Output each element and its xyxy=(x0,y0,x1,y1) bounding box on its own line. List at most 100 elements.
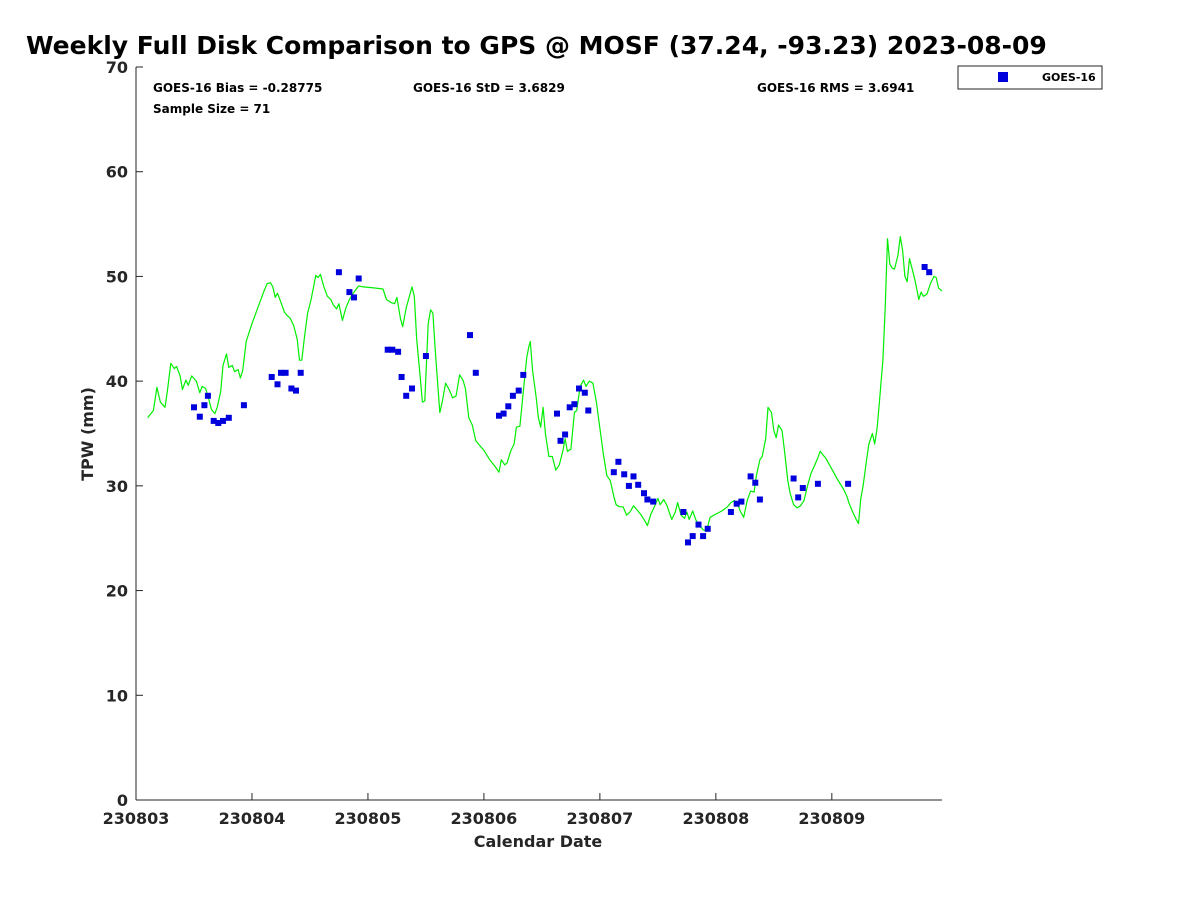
y-tick-label: 30 xyxy=(106,477,128,496)
goes-16-point xyxy=(225,414,232,421)
goes-16-point xyxy=(625,482,632,489)
goes-16-point xyxy=(191,404,197,411)
goes-16-point xyxy=(641,490,647,497)
goes-16-point xyxy=(505,403,512,410)
goes-16-point xyxy=(472,369,479,376)
goes-16-point xyxy=(733,500,740,507)
legend: GOES-16 xyxy=(957,65,1103,90)
goes-16-point xyxy=(403,392,410,399)
stat-std: GOES-16 StD = 3.6829 xyxy=(413,81,565,95)
goes-16-point xyxy=(395,348,402,355)
goes-16-point xyxy=(644,496,651,503)
y-tick-label: 50 xyxy=(106,267,128,286)
goes-16-point xyxy=(630,473,637,480)
x-tick-label: 230807 xyxy=(566,809,633,828)
goes-points-layer xyxy=(191,264,933,546)
legend-box xyxy=(957,65,1103,90)
goes-16-point xyxy=(210,417,217,424)
goes-16-point xyxy=(752,479,759,486)
x-tick-label: 230805 xyxy=(335,809,402,828)
goes-16-point xyxy=(756,496,763,503)
x-tick-label: 230809 xyxy=(798,809,865,828)
goes-16-point xyxy=(581,389,588,396)
goes-16-point xyxy=(282,369,289,376)
goes-16-point xyxy=(695,521,702,528)
goes-16-point xyxy=(201,402,208,409)
goes-16-point xyxy=(467,332,473,339)
goes-16-point xyxy=(554,410,560,417)
goes-16-point xyxy=(288,385,295,392)
y-tick-label: 10 xyxy=(106,686,128,705)
goes-16-point xyxy=(845,480,852,487)
goes-16-point xyxy=(204,392,211,399)
goes-16-point xyxy=(409,385,415,392)
x-tick-label: 230804 xyxy=(219,809,286,828)
goes-16-point xyxy=(585,407,592,414)
y-tick-label: 40 xyxy=(106,372,128,391)
goes-16-point xyxy=(566,404,573,411)
goes-16-point xyxy=(562,431,569,438)
goes-16-point xyxy=(799,485,806,491)
goes-16-point xyxy=(635,481,642,488)
goes-16-point xyxy=(297,369,304,376)
goes-16-point xyxy=(196,413,203,420)
x-tick-label: 230808 xyxy=(682,809,749,828)
goes-16-point xyxy=(790,475,797,482)
goes-16-point xyxy=(814,480,821,487)
goes-16-point xyxy=(615,458,622,465)
stat-sample-size: Sample Size = 71 xyxy=(153,102,270,116)
stat-bias: GOES-16 Bias = -0.28775 xyxy=(153,81,322,95)
y-axis-label: TPW (mm) xyxy=(78,387,97,481)
y-tick-label: 60 xyxy=(106,163,128,182)
goes-16-point xyxy=(274,381,281,388)
gps-series-line xyxy=(147,236,943,532)
goes-16-point xyxy=(293,387,299,394)
goes-16-point xyxy=(727,509,734,515)
goes-16-point xyxy=(571,401,578,408)
goes-16-point xyxy=(215,420,222,426)
goes-16-point xyxy=(520,371,527,378)
goes-16-point xyxy=(351,294,357,301)
goes-16-point xyxy=(650,498,657,505)
legend-label-goes-16: GOES-16 xyxy=(1042,71,1096,84)
goes-16-point xyxy=(240,402,247,409)
goes-16-point xyxy=(557,437,564,444)
goes-16-point xyxy=(384,346,391,353)
goes-16-point xyxy=(509,392,516,399)
x-axis-label: Calendar Date xyxy=(474,832,603,851)
goes-16-point xyxy=(685,539,691,546)
goes-16-point xyxy=(795,494,802,501)
goes-16-point xyxy=(335,269,342,276)
y-ticks: 0 10 20 30 40 50 60 70 xyxy=(106,58,143,810)
goes-16-point xyxy=(700,533,707,540)
goes-16-point xyxy=(747,473,754,480)
goes-16-point xyxy=(278,369,284,376)
x-tick-label: 230803 xyxy=(103,809,170,828)
y-tick-label: 0 xyxy=(117,791,128,810)
stat-rms: GOES-16 RMS = 3.6941 xyxy=(757,81,914,95)
goes-16-point xyxy=(704,525,711,532)
goes-16-point xyxy=(680,509,687,515)
goes-16-point xyxy=(422,353,429,359)
goes-16-point xyxy=(689,533,696,540)
goes-16-point xyxy=(926,269,933,276)
goes-16-point xyxy=(921,264,928,270)
x-tick-label: 230806 xyxy=(451,809,518,828)
goes-16-point xyxy=(576,385,582,392)
goes-16-point xyxy=(355,275,362,282)
goes-16-point xyxy=(621,471,628,478)
chart-title: Weekly Full Disk Comparison to GPS @ MOS… xyxy=(26,31,1047,60)
gps-line-layer xyxy=(147,236,943,532)
goes-16-point xyxy=(738,498,745,505)
goes-16-point xyxy=(346,289,353,296)
goes-16-point xyxy=(500,410,507,417)
goes-16-point xyxy=(496,412,502,419)
goes-16-point xyxy=(268,374,275,380)
goes-16-point xyxy=(515,387,522,394)
legend-marker-goes-16 xyxy=(998,72,1008,82)
y-tick-label: 20 xyxy=(106,582,128,601)
goes-16-point xyxy=(220,417,226,424)
x-ticks: 230803 230804 230805 230806 230807 230808 2308… xyxy=(103,793,865,828)
goes-16-point xyxy=(610,469,617,476)
